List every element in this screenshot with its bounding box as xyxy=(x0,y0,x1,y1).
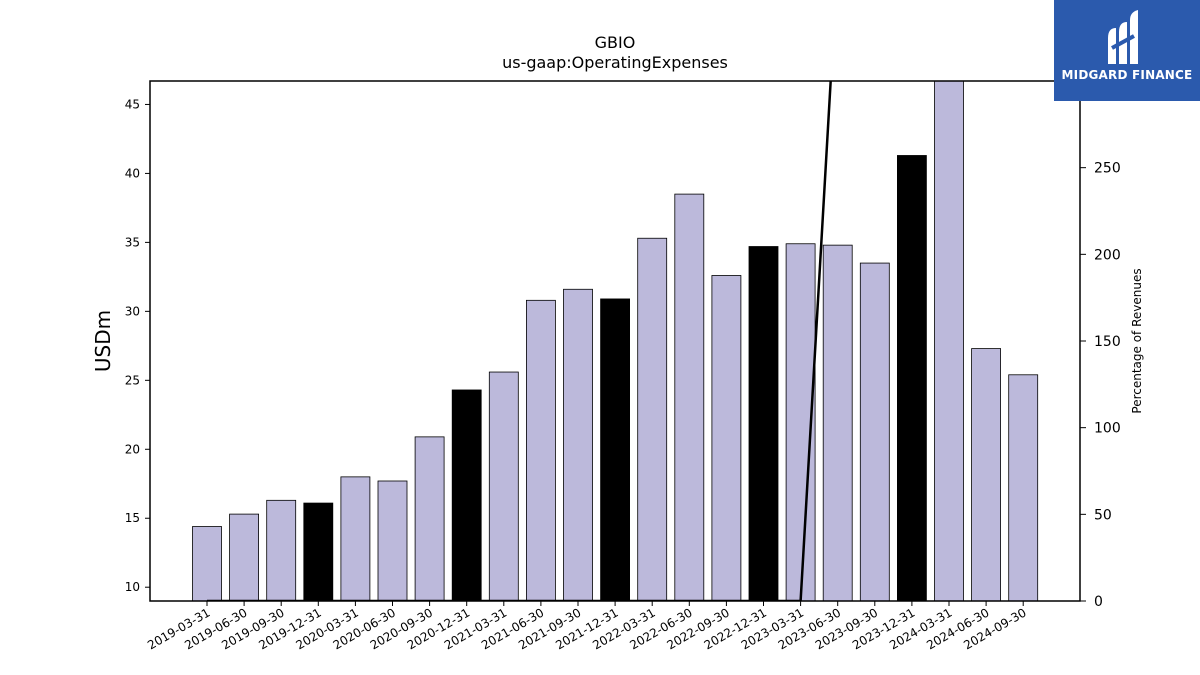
bar-2022-12-31 xyxy=(748,246,779,601)
y-tick-label: 10 xyxy=(125,580,140,594)
y2-axis-label: Percentage of Revenues xyxy=(1130,268,1144,413)
chart-subtitle: us-gaap:OperatingExpenses xyxy=(502,53,728,72)
bar-2019-03-31 xyxy=(192,526,222,601)
y2-tick-label: 0 xyxy=(1094,594,1103,610)
bar-2023-06-30 xyxy=(822,244,853,601)
logo-text: MIDGARD FINANCE xyxy=(1061,68,1193,82)
bar-2023-12-31 xyxy=(897,155,927,601)
bar-2024-03-31 xyxy=(934,81,964,601)
midgard-finance-logo: MIDGARD FINANCE xyxy=(1054,0,1200,101)
y-tick-label: 40 xyxy=(125,166,140,180)
bar-2024-09-30 xyxy=(1008,374,1039,601)
y2-tick-label: 150 xyxy=(1094,334,1121,350)
y2-tick-label: 250 xyxy=(1094,161,1121,177)
y2-tick-label: 50 xyxy=(1094,507,1112,523)
bar-2022-06-30 xyxy=(674,193,705,601)
bar-2020-06-30 xyxy=(377,480,408,601)
chart-title: GBIO xyxy=(595,33,636,52)
bar-2024-06-30 xyxy=(971,348,1001,601)
bar-2019-09-30 xyxy=(266,499,297,601)
bar-2019-06-30 xyxy=(229,513,260,601)
bar-2020-12-31 xyxy=(451,389,482,601)
y2-tick-label: 100 xyxy=(1094,421,1121,437)
y-tick-label: 30 xyxy=(125,304,140,318)
logo-mark-icon xyxy=(1108,10,1138,64)
bar-2022-03-31 xyxy=(637,237,668,601)
bar-2019-12-31 xyxy=(303,502,334,601)
y2-tick-label: 200 xyxy=(1094,247,1121,263)
bar-2021-09-30 xyxy=(563,288,593,601)
y-tick-label: 45 xyxy=(125,97,140,111)
bar-2021-03-31 xyxy=(488,371,519,601)
bar-2020-09-30 xyxy=(414,436,445,601)
bar-2023-09-30 xyxy=(859,262,890,601)
bar-2022-09-30 xyxy=(711,275,742,601)
y-tick-label: 35 xyxy=(125,235,140,249)
bar-2021-06-30 xyxy=(526,299,556,601)
y-axis-label: USDm xyxy=(91,310,115,372)
y-tick-label: 25 xyxy=(125,373,140,387)
bar-2020-03-31 xyxy=(340,476,371,601)
bar-2021-12-31 xyxy=(600,298,630,601)
y-tick-label: 20 xyxy=(125,442,140,456)
ratio-line xyxy=(207,81,832,601)
y-tick-label: 15 xyxy=(125,511,140,525)
